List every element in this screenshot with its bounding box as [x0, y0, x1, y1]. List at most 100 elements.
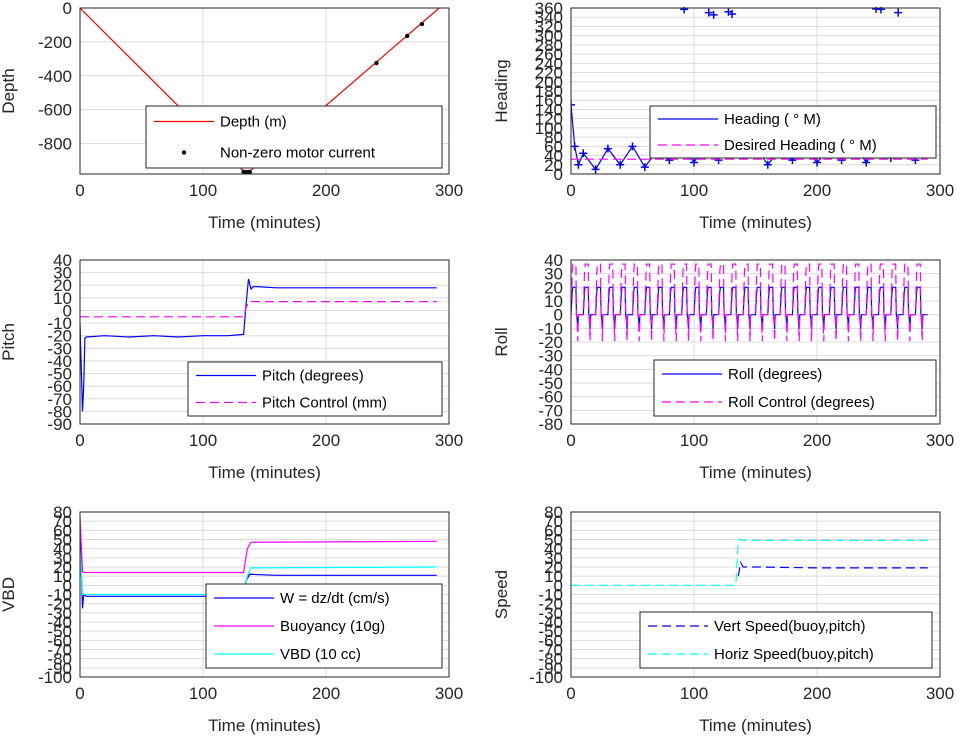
x-tick-label: 0: [566, 181, 575, 200]
y-tick-label: 120: [535, 110, 563, 129]
y-tick-label: -70: [538, 401, 563, 420]
y-tick-label: -10: [47, 586, 72, 605]
y-tick-label: 0: [554, 306, 563, 325]
x-tick-label: 200: [803, 431, 831, 450]
y-tick-label: 50: [544, 531, 563, 550]
y-tick-label: 60: [53, 521, 72, 540]
legend-box: [639, 611, 933, 669]
pitch-chart: 0 100 200 300403020100-10-20-30-40-50-60-70…: [0, 251, 463, 482]
x-tick-label: 0: [566, 431, 575, 450]
y-tick-label: 30: [53, 264, 72, 283]
data-point: [374, 60, 379, 66]
outlier-point: [680, 7, 689, 14]
y-tick-label: -20: [538, 595, 563, 614]
x-axis-label: Time (minutes): [699, 716, 812, 735]
y-tick-label: -800: [38, 135, 72, 154]
series-line: [571, 538, 928, 586]
y-axis-label: Roll: [492, 327, 511, 356]
y-tick-label: 220: [535, 64, 563, 83]
y-tick-label: 30: [53, 549, 72, 568]
y-tick-label: 20: [53, 558, 72, 577]
x-axis-label: Time (minutes): [699, 213, 812, 232]
y-axis-label: VBD: [0, 577, 18, 612]
data-point: [862, 158, 871, 167]
series-group: [571, 263, 928, 342]
x-axis-label: Time (minutes): [208, 716, 321, 735]
x-axis-label: Time (minutes): [699, 463, 812, 482]
y-tick-label: 80: [53, 503, 72, 522]
data-point: [603, 144, 612, 153]
legend-label: Desired Heading ( ° M): [724, 137, 877, 154]
y-tick-label: -90: [47, 415, 72, 434]
y-tick-label: -40: [47, 352, 72, 371]
x-tick-label: 0: [75, 684, 84, 703]
y-tick-label: -30: [47, 339, 72, 358]
y-tick-label: -80: [538, 650, 563, 669]
x-tick-label: 100: [189, 181, 217, 200]
legend-label: Roll (degrees): [728, 366, 822, 383]
y-tick-label: -600: [38, 101, 72, 120]
y-tick-label: -60: [538, 388, 563, 407]
roll-chart: 0 100 200 300403020100-10-20-30-40-50-60-70…: [492, 251, 954, 482]
y-tick-label: -60: [538, 631, 563, 650]
y-tick-label: -70: [47, 641, 72, 660]
speed-chart: 0 100 200 30080706050403020100-10-20-30-40-…: [492, 503, 954, 735]
y-axis-label: Pitch: [0, 323, 18, 361]
y-tick-label: 60: [544, 521, 563, 540]
legend-label: Pitch Control (mm): [262, 395, 387, 412]
series-line: [80, 516, 437, 574]
y-tick-label: 0: [63, 0, 72, 18]
legend-label: Pitch (degrees): [262, 368, 364, 385]
y-tick-label: 80: [544, 128, 563, 147]
data-point: [571, 100, 575, 109]
outlier-point: [709, 10, 718, 19]
x-tick-label: 0: [75, 431, 84, 450]
y-tick-label: -200: [38, 33, 72, 52]
series-line: [80, 301, 437, 318]
y-tick-label: 20: [544, 278, 563, 297]
y-tick-label: 160: [535, 91, 563, 110]
data-point: [591, 165, 600, 174]
y-tick-label: -30: [538, 604, 563, 623]
x-tick-label: 200: [312, 431, 340, 450]
y-tick-label: -60: [47, 377, 72, 396]
y-tick-label: -80: [47, 402, 72, 421]
y-tick-label: -90: [47, 659, 72, 678]
y-tick-label: -50: [47, 365, 72, 384]
data-point: [616, 160, 625, 169]
y-tick-label: 60: [544, 137, 563, 156]
legend-marker: [181, 150, 187, 155]
series-group: [571, 538, 928, 586]
legend: Vert Speed(buoy,pitch) Horiz Speed(buoy,p…: [639, 611, 933, 669]
x-tick-label: 300: [926, 181, 954, 200]
y-tick-label: -30: [47, 604, 72, 623]
data-point: [579, 149, 588, 158]
y-tick-label: 70: [53, 512, 72, 531]
x-axis-label: Time (minutes): [208, 213, 321, 232]
y-tick-label: 140: [535, 100, 563, 119]
y-tick-label: -10: [538, 586, 563, 605]
data-point: [628, 142, 637, 151]
x-tick-label: 300: [435, 181, 463, 200]
y-tick-label: 0: [554, 576, 563, 595]
y-tick-label: 180: [535, 82, 563, 101]
series-group: [80, 278, 437, 412]
y-tick-label: 40: [53, 251, 72, 270]
series-line: [571, 263, 928, 342]
outlier-point: [728, 9, 737, 18]
y-tick-label: 40: [53, 540, 72, 559]
x-tick-label: 100: [680, 181, 708, 200]
y-tick-label: 200: [535, 73, 563, 92]
legend-box: [145, 105, 443, 169]
y-tick-label: 20: [544, 156, 563, 175]
y-tick-label: -10: [538, 319, 563, 338]
y-tick-label: -80: [538, 415, 563, 434]
x-tick-label: 200: [312, 181, 340, 200]
data-point: [404, 33, 410, 39]
outlier-point: [704, 8, 713, 17]
y-tick-label: 10: [53, 289, 72, 308]
legend: Roll (degrees) Roll Control (degrees): [653, 359, 937, 417]
y-tick-label: 340: [535, 8, 563, 27]
series-line: [737, 560, 928, 577]
